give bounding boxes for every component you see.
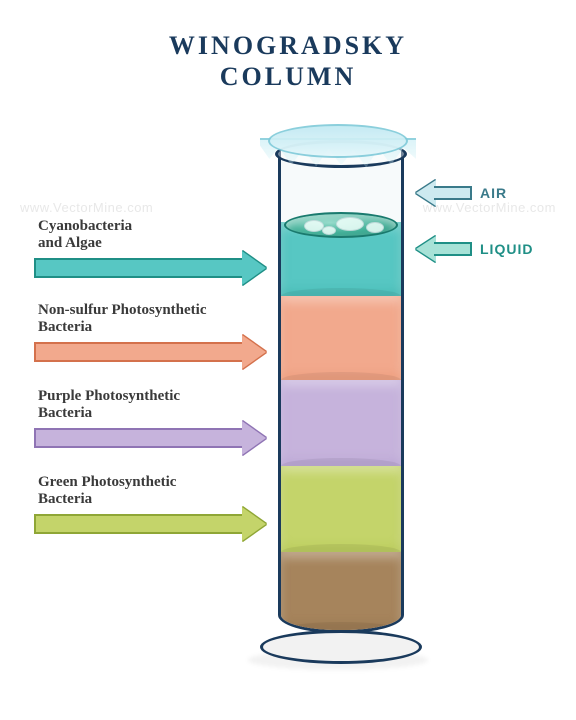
arrow-green (34, 514, 266, 538)
layer-sediment (281, 552, 401, 630)
algae-blob (366, 222, 384, 233)
arrow-head-icon (242, 251, 266, 285)
arrow-stem-liquid (434, 242, 472, 256)
winogradsky-column (278, 120, 398, 660)
arrow-air (416, 180, 436, 206)
arrow-stem-air (434, 186, 472, 200)
arrow-body (34, 514, 244, 534)
diagram-title: WINOGRADSKY COLUMN (0, 30, 576, 92)
label-cyanobacteria: Cyanobacteriaand Algae (38, 218, 248, 253)
arrow-body (34, 428, 244, 448)
column-rim (275, 140, 407, 168)
liquid-surface (284, 212, 398, 238)
algae-blob (304, 220, 324, 232)
watermark-left: www.VectorMine.com (20, 200, 153, 215)
label-green: Green PhotosyntheticBacteria (38, 474, 248, 509)
algae-blob (322, 226, 336, 235)
arrow-body (34, 258, 244, 278)
watermark-right: www.VectorMine.com (423, 200, 556, 215)
layer-purple_photosynthetic (281, 380, 401, 466)
label-air: AIR (480, 185, 507, 201)
arrow-liquid (416, 236, 436, 262)
algae-blob (336, 217, 364, 231)
layer-non_sulfur_photosynthetic (281, 296, 401, 380)
label-non_sulfur: Non-sulfur PhotosyntheticBacteria (38, 302, 248, 337)
arrow-head-icon (242, 507, 266, 541)
column-cylinder (278, 150, 404, 633)
label-purple: Purple PhotosyntheticBacteria (38, 388, 248, 423)
arrow-body (34, 342, 244, 362)
arrow-non_sulfur (34, 342, 266, 366)
arrow-head-icon (242, 335, 266, 369)
label-liquid: LIQUID (480, 241, 533, 257)
layer-green_photosynthetic (281, 466, 401, 552)
column-base (260, 630, 422, 664)
title-line-1: WINOGRADSKY (169, 31, 407, 60)
arrow-purple (34, 428, 266, 452)
arrow-cyanobacteria (34, 258, 266, 282)
title-line-2: COLUMN (220, 62, 356, 91)
arrow-head-icon (242, 421, 266, 455)
